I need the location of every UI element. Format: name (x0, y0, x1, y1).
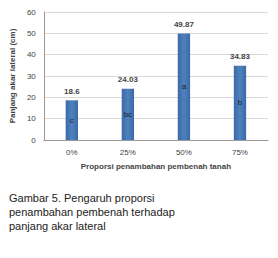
svg-text:Proporsi penambahan pembenah t: Proporsi penambahan pembenah tanah (81, 162, 231, 171)
svg-text:bc: bc (124, 110, 132, 119)
svg-text:penambahan pembenah terhadap: penambahan pembenah terhadap (9, 206, 178, 218)
svg-text:40: 40 (27, 50, 36, 59)
svg-text:panjang akar lateral: panjang akar lateral (9, 220, 106, 232)
svg-text:c: c (70, 116, 74, 125)
svg-text:10: 10 (27, 114, 36, 123)
svg-text:49.87: 49.87 (174, 20, 195, 29)
svg-text:0%: 0% (66, 148, 78, 157)
svg-text:18.6: 18.6 (64, 87, 80, 96)
svg-text:60: 60 (27, 8, 36, 17)
svg-text:50%: 50% (176, 148, 192, 157)
svg-text:20: 20 (27, 93, 36, 102)
svg-text:34.83: 34.83 (230, 52, 251, 61)
svg-text:0: 0 (31, 136, 36, 145)
svg-text:b: b (238, 98, 243, 107)
svg-text:50: 50 (27, 29, 36, 38)
svg-text:24.03: 24.03 (118, 75, 139, 84)
svg-text:30: 30 (27, 72, 36, 81)
svg-text:Panjang akar lateral (cm): Panjang akar lateral (cm) (8, 28, 17, 123)
svg-text:Gambar 5. Pengaruh proporsi: Gambar 5. Pengaruh proporsi (9, 192, 158, 204)
svg-text:a: a (182, 82, 187, 91)
svg-text:75%: 75% (232, 148, 248, 157)
svg-text:25%: 25% (120, 148, 136, 157)
